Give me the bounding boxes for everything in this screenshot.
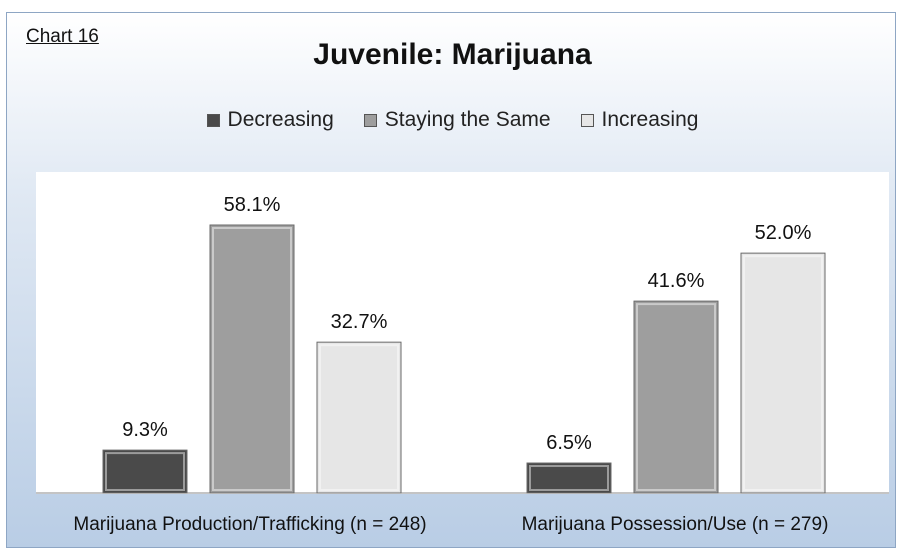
data-label-staying-the-same-1: 41.6% <box>648 270 705 292</box>
data-label-increasing-0: 32.7% <box>331 311 388 333</box>
data-label-decreasing-1: 6.5% <box>546 432 592 454</box>
legend-item-increasing: Increasing <box>580 108 699 132</box>
legend-swatch-staying-the-same <box>363 113 377 127</box>
bar-bevel-increasing-0 <box>319 344 399 491</box>
legend-label-increasing: Increasing <box>601 108 699 131</box>
bar-bevel-staying-the-same-0 <box>212 227 292 491</box>
legend: Decreasing Staying the Same Increasing <box>0 108 905 132</box>
chart-title: Juvenile: Marijuana <box>313 38 592 71</box>
legend-item-decreasing: Decreasing <box>206 108 334 132</box>
plot-area: 9.3% 58.1% 32.7% 6.5% 41.6% 52.0% <box>36 172 889 494</box>
bar-decreasing-1 <box>526 462 612 494</box>
bar-staying-the-same-0 <box>209 224 295 494</box>
bar-staying-the-same-1 <box>633 300 719 494</box>
data-label-decreasing-0: 9.3% <box>122 419 168 441</box>
bar-decreasing-0 <box>102 449 188 494</box>
legend-label-staying-the-same: Staying the Same <box>384 108 551 131</box>
data-label-staying-the-same-0: 58.1% <box>224 194 281 216</box>
bar-bevel-increasing-1 <box>743 255 823 491</box>
data-label-increasing-1: 52.0% <box>755 222 812 244</box>
bar-bevel-staying-the-same-1 <box>636 303 716 491</box>
chart-number-label: Chart 16 <box>26 26 99 47</box>
legend-swatch-increasing <box>580 113 594 127</box>
legend-swatch-decreasing <box>206 113 220 127</box>
bar-increasing-1 <box>740 252 826 494</box>
category-label-production-trafficking: Marijuana Production/Trafficking (n = 24… <box>73 514 427 535</box>
legend-item-staying-the-same: Staying the Same <box>363 108 551 132</box>
bar-bevel-decreasing-0 <box>105 452 185 492</box>
bars-svg: 9.3% 58.1% 32.7% 6.5% 41.6% 52.0% <box>36 194 889 494</box>
legend-label-decreasing: Decreasing <box>227 108 334 131</box>
bar-bevel-decreasing-1 <box>529 465 609 491</box>
bar-increasing-0 <box>316 341 402 494</box>
category-label-possession-use: Marijuana Possession/Use (n = 279) <box>521 514 829 535</box>
